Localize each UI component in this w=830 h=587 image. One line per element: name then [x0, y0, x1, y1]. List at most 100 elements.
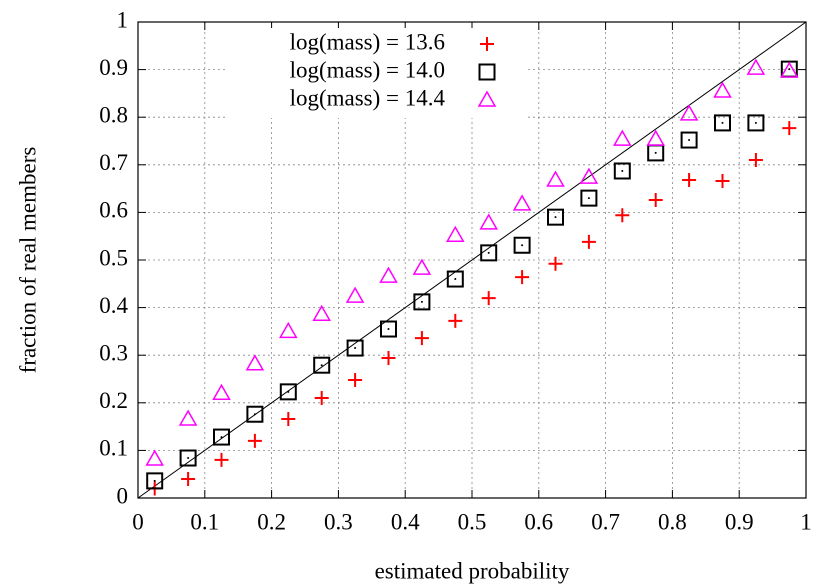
point-center	[621, 169, 624, 172]
point	[546, 170, 565, 187]
point	[413, 293, 431, 311]
point	[580, 189, 598, 207]
point-center	[521, 244, 524, 247]
y-tick-label: 0.2	[99, 388, 128, 413]
point	[613, 162, 631, 180]
point	[345, 286, 365, 303]
point	[715, 173, 730, 188]
point	[379, 266, 398, 283]
point-center	[754, 121, 757, 124]
x-tick-label: 0.5	[458, 509, 487, 534]
y-tick-label: 0.8	[99, 102, 128, 127]
y-tick-label: 0.4	[99, 293, 128, 318]
point-center	[420, 300, 423, 303]
point	[548, 256, 563, 271]
point-center	[454, 278, 457, 281]
point-center	[654, 151, 657, 154]
point	[446, 225, 465, 242]
y-tick-label: 0.9	[99, 55, 128, 80]
point	[714, 114, 731, 132]
point	[747, 114, 765, 132]
point-center	[187, 457, 190, 460]
point	[178, 409, 198, 426]
point	[213, 428, 230, 446]
point	[780, 61, 799, 78]
y-tick-label: 0.3	[99, 340, 128, 365]
point	[481, 291, 496, 306]
point-center	[487, 251, 490, 254]
plot-frame	[137, 21, 807, 499]
x-tick-label: 0.2	[257, 509, 286, 534]
y-tick-label: 0.7	[99, 150, 128, 175]
legend-marker	[480, 37, 494, 51]
point-center	[587, 197, 590, 200]
point	[312, 304, 331, 322]
point	[412, 258, 432, 275]
y-tick-label: 0.6	[99, 198, 128, 223]
point	[579, 167, 599, 184]
point	[346, 339, 364, 357]
point	[414, 331, 429, 346]
x-tick-label: 0.7	[591, 509, 620, 534]
y-tick-label: 1	[117, 7, 129, 32]
legend-label: log(mass) = 14.4	[290, 85, 446, 110]
point	[145, 449, 164, 466]
point	[782, 121, 797, 136]
point	[281, 411, 296, 426]
point	[245, 354, 265, 371]
point	[512, 194, 532, 211]
x-tick-label: 1	[800, 509, 812, 534]
x-tick-label: 0.1	[190, 509, 219, 534]
x-tick-label: 0.3	[324, 509, 353, 534]
point	[746, 58, 766, 75]
point-center	[153, 479, 156, 482]
legend-marker	[478, 63, 496, 81]
x-tick-label: 0	[132, 509, 144, 534]
point	[313, 356, 331, 374]
legend-box	[228, 28, 528, 118]
point	[480, 244, 498, 262]
point-center	[320, 364, 323, 367]
point	[314, 391, 329, 406]
point	[646, 129, 665, 146]
legend-label: log(mass) = 13.6	[290, 29, 445, 54]
point-center	[721, 121, 724, 124]
point	[479, 213, 498, 230]
point-center	[220, 436, 223, 439]
point-center	[354, 347, 357, 350]
point-center	[788, 68, 791, 71]
point	[212, 383, 231, 401]
point	[680, 131, 698, 149]
x-axis-title: estimated probability	[375, 558, 570, 583]
point	[246, 405, 264, 423]
x-tick-label: 0.6	[524, 509, 553, 534]
point	[446, 270, 464, 288]
point	[713, 81, 732, 98]
point	[380, 320, 397, 338]
x-tick-label: 0.4	[391, 509, 420, 534]
legend-label: log(mass) = 14.0	[290, 57, 445, 82]
point	[279, 383, 297, 401]
point	[448, 313, 463, 328]
point	[547, 208, 564, 226]
point	[348, 372, 363, 387]
legend-marker	[477, 90, 497, 107]
point	[679, 104, 699, 121]
x-tick-label: 0.8	[658, 509, 687, 534]
point-center	[387, 328, 390, 331]
point-center	[554, 216, 557, 219]
point	[381, 351, 396, 366]
point	[648, 193, 663, 208]
point	[682, 173, 697, 188]
diagonal-line	[137, 21, 807, 499]
point	[615, 208, 630, 223]
point	[146, 472, 164, 490]
point	[513, 236, 531, 254]
point	[179, 449, 197, 467]
point	[214, 452, 229, 467]
x-tick-label: 0.9	[725, 509, 754, 534]
point-center	[287, 390, 290, 393]
point	[515, 270, 530, 285]
point	[181, 471, 196, 486]
